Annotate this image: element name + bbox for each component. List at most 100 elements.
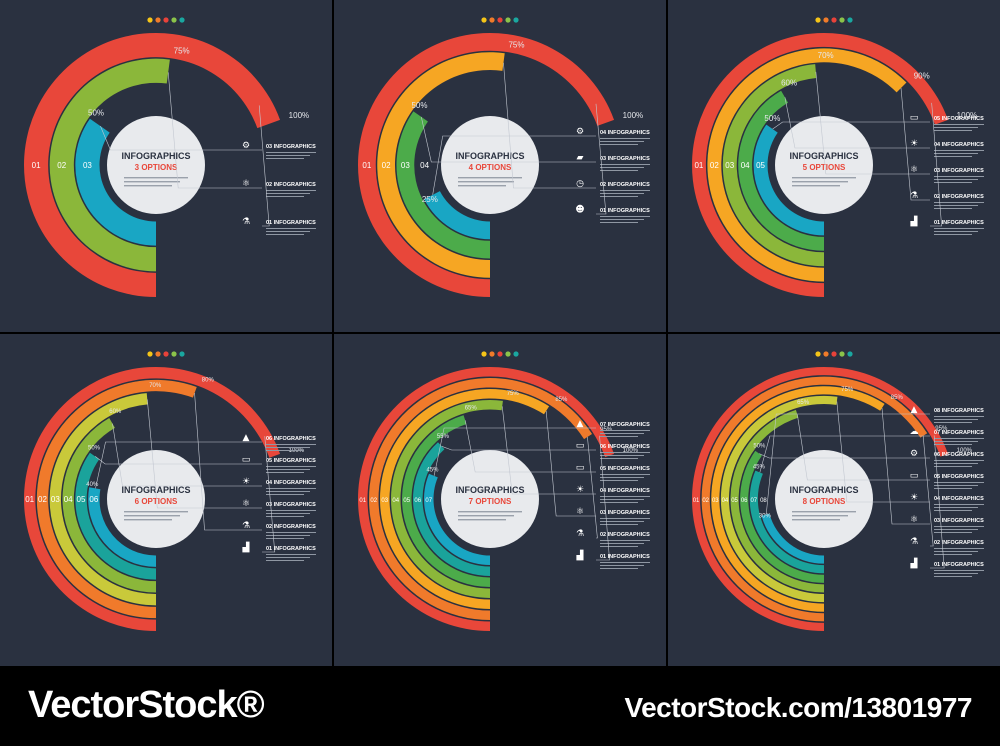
indicator-dot — [847, 351, 853, 357]
connector-line — [94, 456, 262, 465]
ring-number: 02 — [710, 161, 719, 170]
ring-number: 02 — [382, 161, 391, 170]
option-placeholder-text — [266, 469, 310, 470]
atom-icon: ⚛ — [576, 507, 584, 517]
connector-line — [765, 413, 930, 515]
factory-icon: ▟ — [576, 549, 585, 561]
option-label: 02 INFOGRAPHICS — [266, 524, 316, 530]
ring-number: 02 — [57, 161, 66, 170]
indicator-dot — [155, 351, 161, 357]
option-placeholder-text — [266, 472, 304, 473]
connector-line — [421, 116, 596, 163]
option-placeholder-text — [266, 532, 316, 533]
ring-number: 01 — [32, 161, 41, 170]
option-placeholder-text — [934, 573, 978, 574]
percentage-label: 90% — [914, 71, 930, 80]
indicator-dot — [171, 351, 177, 357]
option-label: 01 INFOGRAPHICS — [266, 546, 316, 552]
percentage-label: 75% — [841, 387, 854, 393]
option-label: 01 INFOGRAPHICS — [934, 562, 984, 568]
connector-line — [100, 125, 262, 151]
option-placeholder-text — [266, 560, 304, 561]
option-label: 01 INFOGRAPHICS — [600, 208, 650, 214]
percentage-label: 55% — [437, 434, 450, 440]
option-placeholder-text — [934, 551, 978, 552]
center-placeholder-text — [458, 185, 506, 187]
atom-icon: ⚛ — [910, 515, 918, 525]
option-placeholder-text — [600, 167, 644, 168]
ring-number: 06 — [89, 495, 98, 504]
center-placeholder-text — [792, 515, 848, 517]
ring-arc-04 — [738, 90, 824, 251]
option-placeholder-text — [600, 436, 638, 437]
option-label: 02 INFOGRAPHICS — [266, 182, 316, 188]
option-placeholder-text — [600, 474, 650, 475]
option-placeholder-text — [600, 222, 638, 223]
option-placeholder-text — [934, 156, 972, 157]
percentage-label: 70% — [818, 51, 834, 60]
option-label: 03 INFOGRAPHICS — [266, 144, 316, 150]
option-placeholder-text — [600, 502, 638, 503]
option-label: 01 INFOGRAPHICS — [600, 554, 650, 560]
center-placeholder-text — [458, 515, 514, 517]
ring-arc-05 — [753, 124, 824, 236]
ring-number: 03 — [51, 495, 60, 504]
percentage-label: 100% — [957, 448, 973, 454]
ring-arc-04 — [62, 418, 156, 593]
option-placeholder-text — [266, 513, 310, 514]
option-placeholder-text — [934, 444, 972, 445]
center-circle — [107, 450, 205, 548]
option-label: 04 INFOGRAPHICS — [266, 480, 316, 486]
flask-icon: ⚗ — [242, 217, 250, 227]
connector-line — [595, 103, 607, 215]
connector-line — [545, 410, 596, 517]
ring-arc-03 — [396, 111, 490, 259]
ring-number: 03 — [725, 161, 734, 170]
rocket-icon: ▲ — [577, 419, 584, 429]
option-placeholder-text — [600, 546, 638, 547]
option-placeholder-text — [266, 444, 316, 445]
option-placeholder-text — [600, 430, 650, 431]
percentage-label: 75% — [509, 40, 525, 49]
ring-arc-07 — [424, 473, 490, 565]
percentage-label: 100% — [957, 111, 977, 120]
percentage-label: 60% — [109, 409, 122, 415]
ring-number: 01 — [359, 498, 366, 504]
option-placeholder-text — [934, 153, 978, 154]
flask-icon: ⚗ — [242, 521, 250, 531]
option-placeholder-text — [266, 231, 310, 232]
option-placeholder-text — [934, 182, 972, 183]
indicator-dot — [481, 17, 487, 23]
connector-line — [258, 105, 270, 227]
flask-icon: ⚗ — [910, 191, 918, 201]
ring-number: 04 — [392, 498, 399, 504]
center-placeholder-text — [792, 177, 856, 179]
center-placeholder-text — [124, 185, 172, 187]
option-placeholder-text — [934, 554, 972, 555]
panel-canvas: 100%0180%0270%0360%0450%0540%06INFOGRAPH… — [0, 334, 332, 666]
option-placeholder-text — [600, 455, 644, 456]
monitor-icon: ▭ — [242, 455, 251, 465]
option-placeholder-text — [934, 529, 978, 530]
option-placeholder-text — [600, 164, 650, 165]
flask-icon: ⚗ — [910, 537, 918, 547]
option-placeholder-text — [266, 193, 310, 194]
indicator-dot — [163, 17, 169, 23]
percentage-label: 40% — [86, 482, 99, 488]
center-placeholder-text — [124, 519, 172, 521]
option-placeholder-text — [934, 441, 978, 442]
option-label: 06 INFOGRAPHICS — [600, 444, 650, 450]
monitor-icon: ▭ — [910, 113, 919, 123]
ring-number: 05 — [403, 498, 410, 504]
option-label: 03 INFOGRAPHICS — [934, 168, 984, 174]
percentage-label: 100% — [623, 448, 639, 454]
option-placeholder-text — [600, 452, 650, 453]
option-placeholder-text — [266, 494, 304, 495]
percentage-label: 75% — [174, 47, 190, 56]
option-placeholder-text — [934, 488, 972, 489]
option-placeholder-text — [266, 466, 316, 467]
option-placeholder-text — [600, 562, 650, 563]
indicator-dot — [815, 17, 821, 23]
option-placeholder-text — [600, 458, 638, 459]
option-placeholder-text — [266, 152, 316, 153]
